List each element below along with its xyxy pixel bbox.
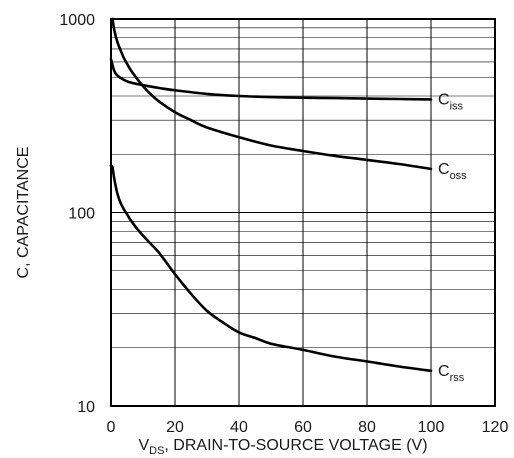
x-tick-label: 40 [230, 419, 248, 436]
x-axis-label: VDS, DRAIN-TO-SOURCE VOLTAGE (V) [138, 437, 427, 457]
tick-labels: 0 20 40 60 80 100 120 10 100 1000 [59, 12, 508, 436]
series-label-sub: oss [450, 170, 468, 182]
y-tick-label: 1000 [59, 12, 95, 29]
y-tick-label: 100 [68, 206, 95, 223]
series-label-main: C [438, 91, 450, 108]
series-label-coss: Coss [438, 161, 467, 182]
series-label-main: C [438, 161, 450, 178]
x-tick-label: 100 [418, 419, 445, 436]
series-label-main: C [438, 363, 450, 380]
x-axis-label-sub: DS [149, 445, 164, 457]
series-line-crss [109, 164, 433, 373]
y-axis-label: C, CAPACITANCE [15, 147, 32, 279]
series-curves [109, 17, 433, 373]
series-line-coss [111, 17, 433, 171]
plot-frame [110, 18, 496, 407]
grid-lines [111, 19, 495, 406]
x-tick-label: 20 [166, 419, 184, 436]
x-axis-label-main: V [138, 437, 149, 454]
series-label-ciss: Ciss [438, 91, 464, 112]
y-tick-label: 10 [77, 399, 95, 416]
series-label-crss: Crss [438, 363, 465, 384]
x-tick-label: 80 [358, 419, 376, 436]
series-line-ciss [109, 57, 433, 101]
x-tick-label: 120 [482, 419, 509, 436]
x-tick-label: 0 [107, 419, 116, 436]
series-label-sub: iss [450, 100, 464, 112]
x-axis-label-rest: , DRAIN-TO-SOURCE VOLTAGE (V) [164, 437, 427, 454]
x-tick-label: 60 [294, 419, 312, 436]
series-label-sub: rss [450, 372, 465, 384]
